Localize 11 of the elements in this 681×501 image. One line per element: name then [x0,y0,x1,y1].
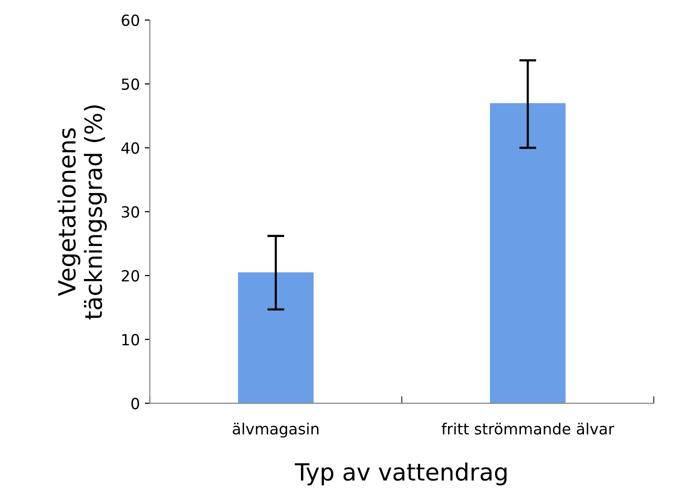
y-tick-label: 20 [122,270,140,282]
y-tick-label: 0 [131,398,140,410]
y-tick-label: 40 [121,142,140,154]
y-axis-title: Vegetationens täckningsgrad (%) [57,105,107,320]
y-tick-label: 50 [122,78,140,90]
x-tick-label: älvmagasin [232,422,318,438]
y-tick-label: 60 [122,14,140,26]
y-tick-label: 30 [122,206,140,218]
y-tick-label: 10 [122,334,140,346]
x-axis-title: Typ av vattendrag [294,462,507,486]
x-tick-label: fritt strömmande älvar [442,422,614,435]
